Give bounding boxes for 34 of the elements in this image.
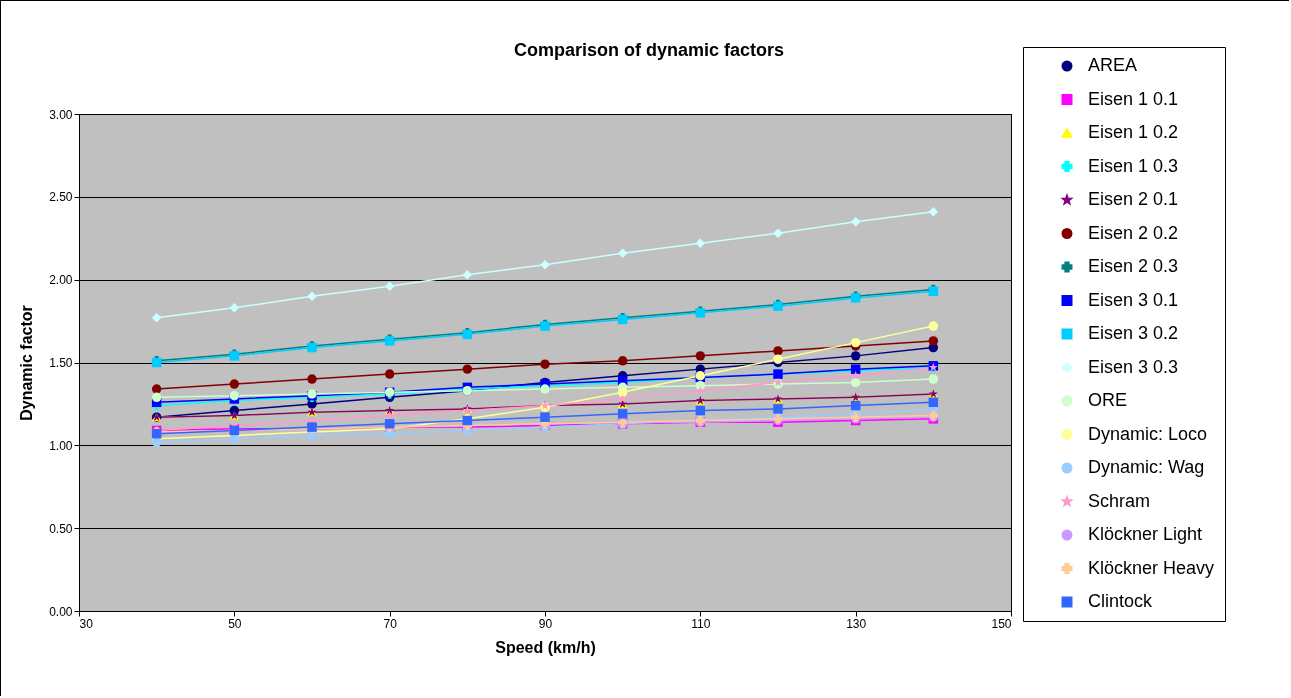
legend-label: Clintock [1088, 591, 1154, 611]
y-tick-label: 0.50 [49, 521, 73, 536]
y-tick-label: 2.00 [49, 273, 73, 288]
x-tick-label: 150 [991, 616, 1012, 631]
y-axis-title: Dynamic factor [18, 305, 36, 421]
x-axis-title: Speed (km/h) [495, 638, 596, 656]
legend-label: Klöckner Light [1088, 524, 1203, 544]
legend-label: Dynamic: Wag [1088, 457, 1205, 477]
legend-label: Eisen 1 0.1 [1088, 88, 1179, 109]
x-tick-label: 110 [691, 616, 711, 631]
legend-label: AREA [1088, 55, 1138, 75]
legend-label: Eisen 1 0.3 [1088, 155, 1179, 176]
chart-title: Comparison of dynamic factors [513, 40, 785, 60]
x-tick-label: 90 [538, 616, 553, 631]
legend-label: Schram [1088, 490, 1151, 511]
legend-label: Eisen 3 0.2 [1088, 323, 1179, 343]
y-tick-label: 3.00 [49, 107, 73, 122]
y-tick-label: 0.00 [49, 604, 73, 619]
legend-label: Eisen 2 0.2 [1088, 222, 1179, 243]
legend-label: Klöckner Heavy [1088, 557, 1215, 578]
legend-label: Eisen 1 0.2 [1088, 122, 1179, 142]
x-tick-label: 70 [383, 616, 398, 631]
legend-label: Eisen 2 0.3 [1088, 256, 1179, 276]
legend-label: Eisen 3 0.3 [1088, 356, 1179, 377]
legend-label: Eisen 3 0.1 [1088, 289, 1179, 310]
legend-label: ORE [1088, 390, 1128, 410]
x-tick-label: 50 [228, 616, 242, 631]
x-tick-label: 130 [846, 616, 867, 631]
y-tick-label: 1.50 [49, 356, 73, 370]
x-tick-label: 30 [79, 616, 94, 631]
y-tick-label: 2.50 [49, 190, 73, 205]
legend-label: Dynamic: Loco [1088, 423, 1208, 444]
legend-label: Eisen 2 0.1 [1088, 189, 1179, 209]
y-tick-label: 1.00 [49, 438, 73, 453]
